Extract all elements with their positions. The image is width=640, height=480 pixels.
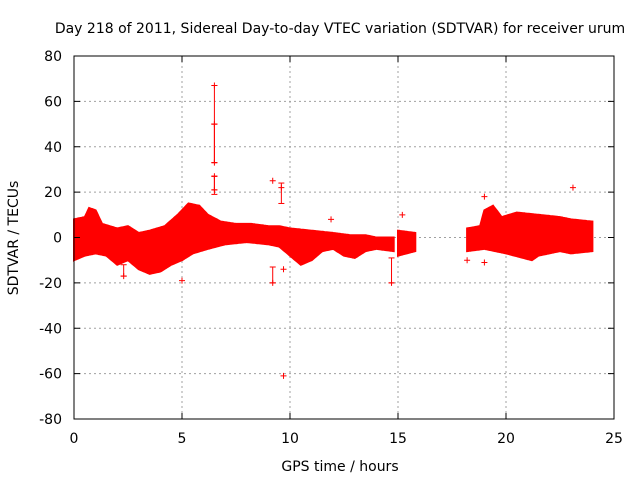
y-tick-label: 0: [53, 231, 62, 247]
data-point: [120, 273, 127, 280]
data-point: [481, 193, 488, 200]
data-point: [399, 211, 406, 218]
data-point: [211, 186, 218, 193]
x-tick-label: 0: [70, 431, 79, 447]
data-points: [73, 82, 594, 379]
y-tick-label: -20: [39, 276, 62, 292]
data-point: [179, 277, 185, 284]
data-point: [328, 216, 335, 223]
data-point: [269, 279, 276, 286]
data-point: [269, 177, 276, 184]
y-tick-label: -60: [39, 367, 62, 383]
data-point: [280, 266, 287, 273]
x-tick-label: 15: [389, 431, 407, 447]
x-axis-label: GPS time / hours: [281, 459, 398, 475]
data-point: [280, 372, 287, 379]
y-tick-label: 20: [44, 185, 62, 201]
y-tick-label: 40: [44, 140, 62, 156]
chart-title: Day 218 of 2011, Sidereal Day-to-day VTE…: [55, 21, 625, 37]
x-tick-label: 20: [497, 431, 515, 447]
data-point: [278, 184, 285, 191]
y-tick-label: -80: [39, 412, 62, 428]
data-point: [388, 279, 395, 286]
data-point: [481, 259, 488, 266]
data-point: [569, 184, 576, 191]
data-band-0-15h: [73, 202, 395, 275]
x-tick-label: 25: [605, 431, 623, 447]
data-point: [211, 159, 218, 166]
axis-ticks: 0 5 10 15 20 25 -80 -60 -40 -20 0 20 40 60 80: [39, 49, 623, 447]
data-band-15h: [397, 229, 417, 258]
x-tick-label: 5: [178, 431, 187, 447]
y-tick-label: -40: [39, 321, 62, 337]
y-tick-label: 80: [44, 49, 62, 65]
data-band-18-24h: [466, 204, 594, 262]
y-axis-label: SDTVAR / TECUs: [6, 181, 22, 296]
data-point: [464, 257, 471, 264]
x-tick-label: 10: [281, 431, 299, 447]
data-point: [211, 82, 218, 89]
y-tick-label: 60: [44, 94, 62, 110]
